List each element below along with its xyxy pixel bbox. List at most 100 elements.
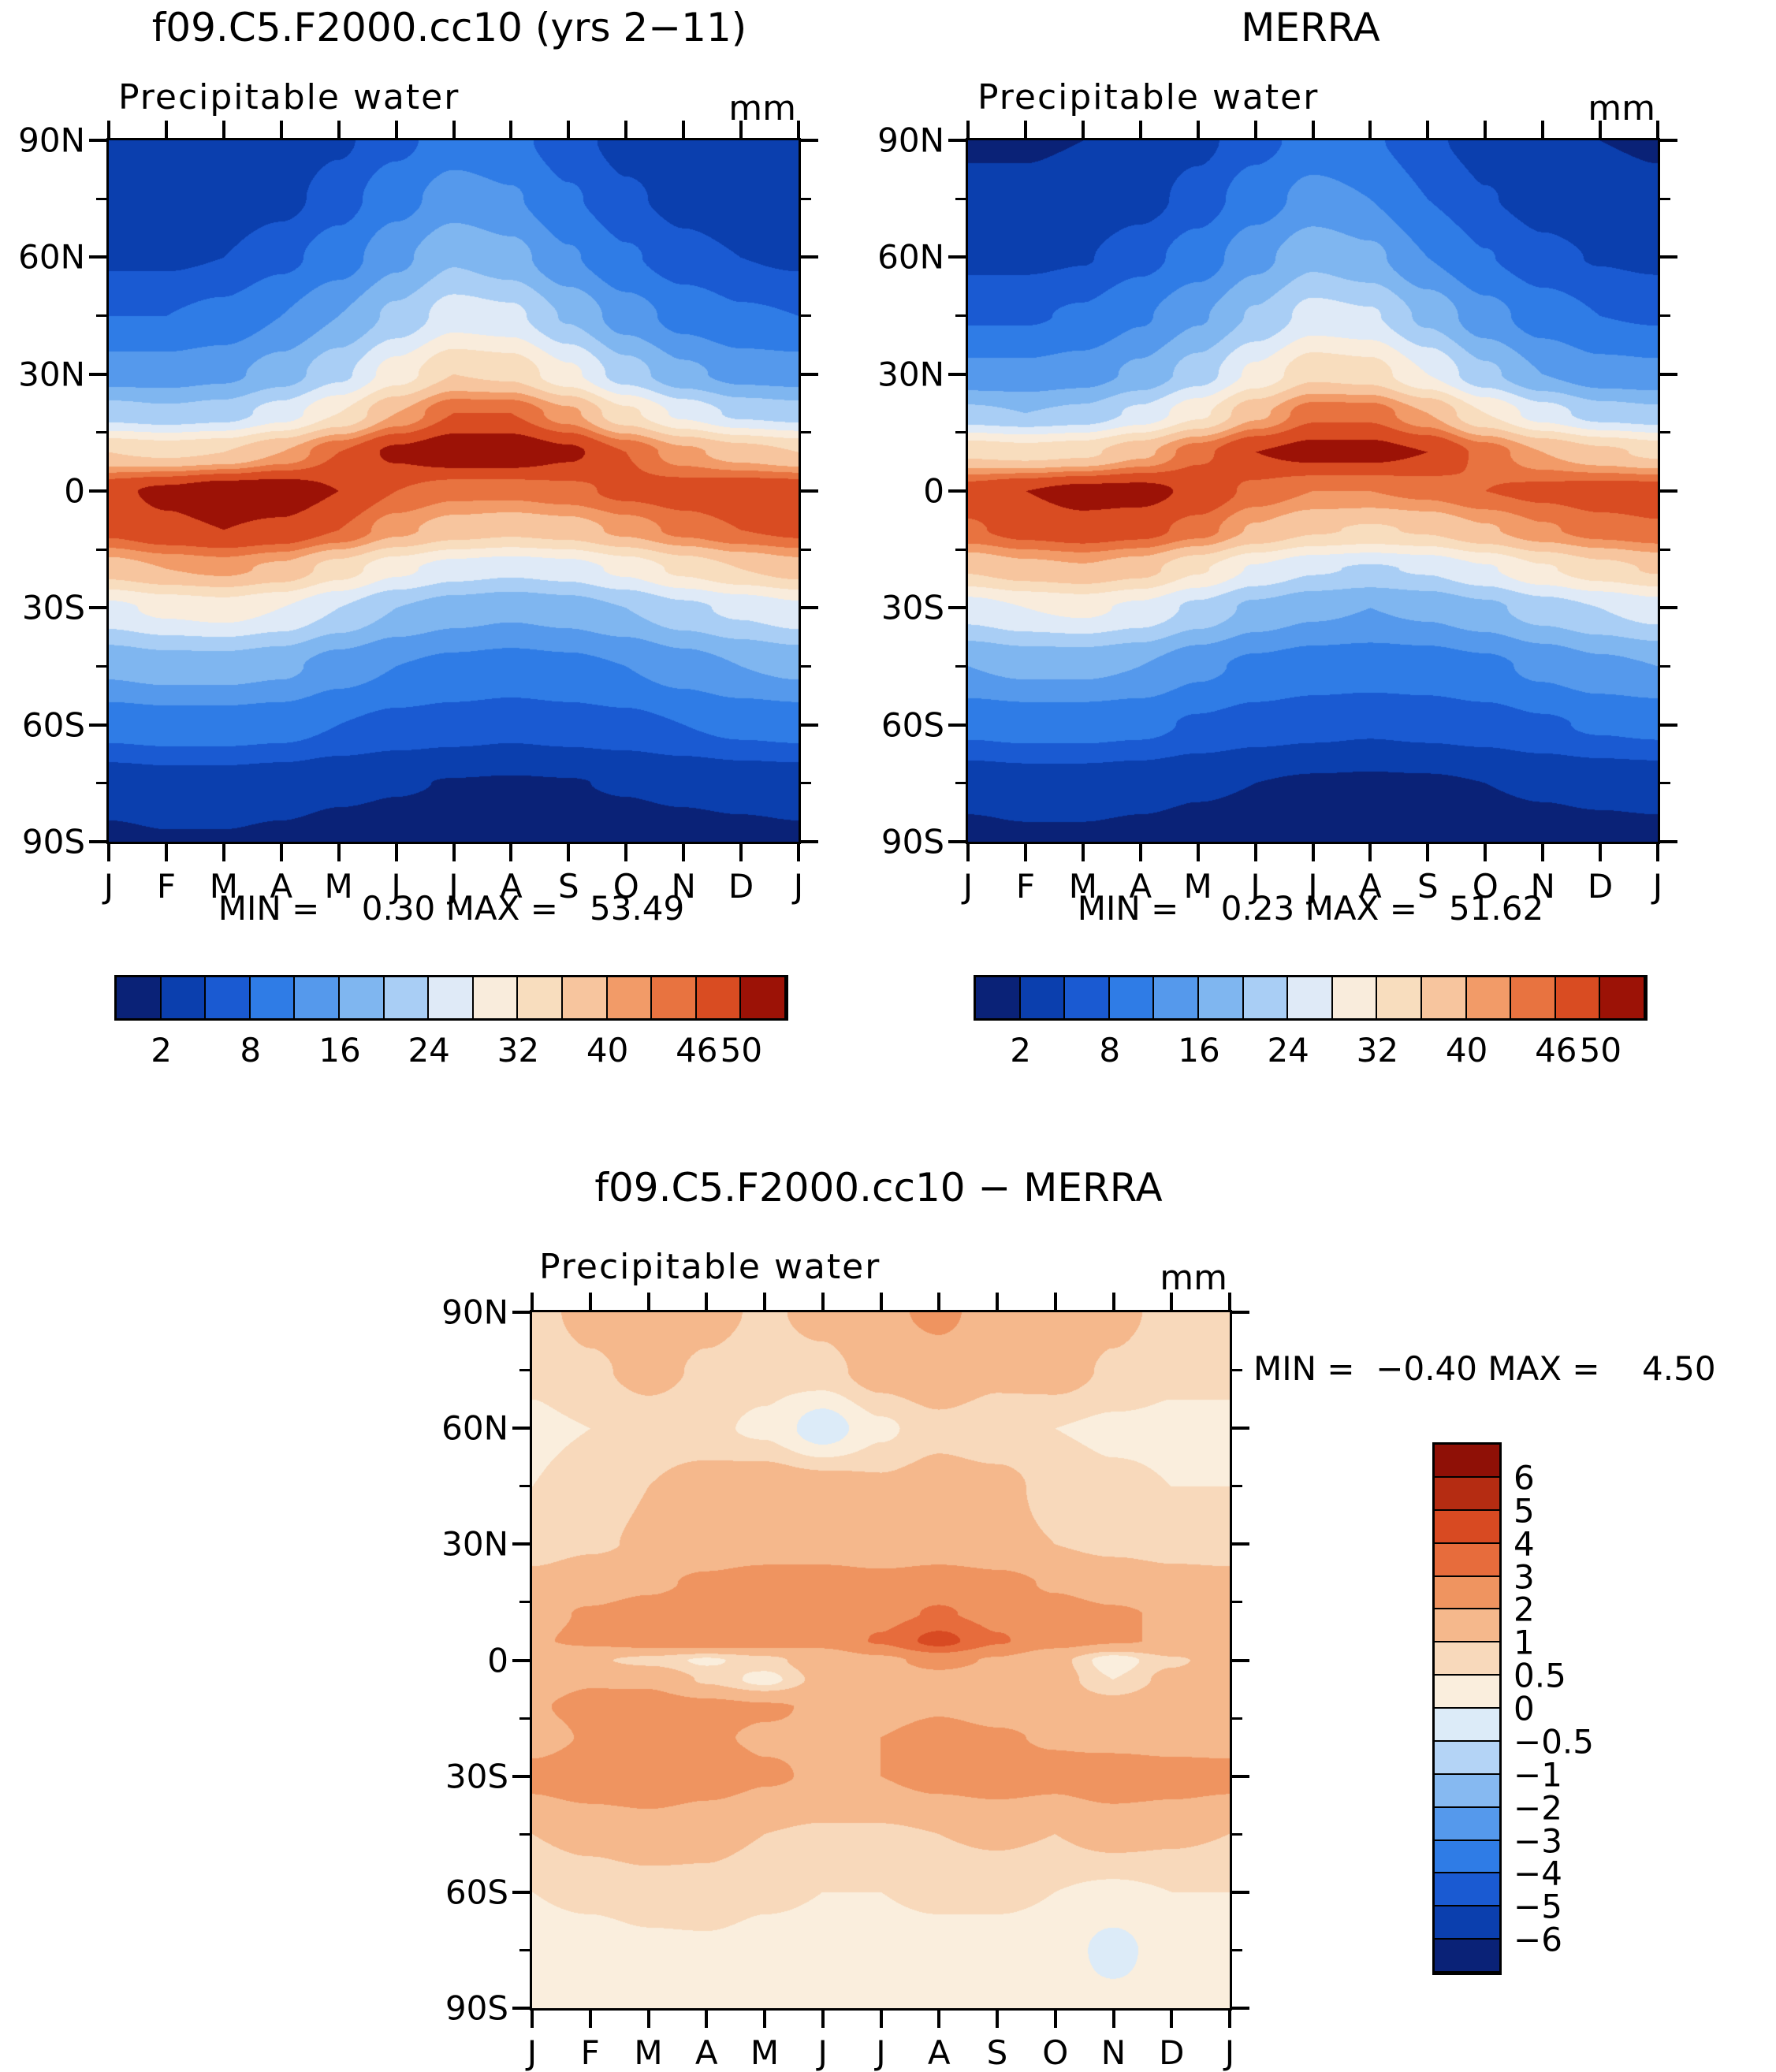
y-axis-label: 30N	[18, 355, 85, 394]
colorbar-label: 5	[1514, 1491, 1535, 1531]
colorbar-cell	[1435, 1741, 1499, 1775]
left-axis-tick	[89, 489, 106, 493]
bottom-axis-tick	[1368, 844, 1372, 861]
y-axis-label: 30S	[21, 588, 85, 627]
x-axis-label: J	[1308, 867, 1318, 906]
right-axis-tick	[1232, 1542, 1249, 1546]
top-axis-tick	[1023, 121, 1027, 138]
bottom-axis-tick	[164, 844, 168, 861]
colorbar-cell	[1435, 1940, 1499, 1973]
top-axis-tick	[1111, 1293, 1115, 1310]
colorbar-label: 4	[1514, 1524, 1535, 1564]
x-axis-label: F	[580, 2033, 600, 2072]
bottom-axis-tick	[1656, 844, 1659, 861]
bottom-axis-tick	[966, 844, 970, 861]
x-axis-label: A	[694, 2033, 718, 2072]
colorbar-label: −4	[1514, 1854, 1562, 1893]
left-axis-tick	[519, 1369, 530, 1372]
right-axis-tick	[1660, 314, 1670, 317]
left-axis-tick	[948, 139, 966, 142]
x-axis-label: F	[156, 867, 176, 906]
right-axis-tick	[1660, 665, 1670, 668]
panel-merra-title: MERRA	[1241, 5, 1380, 50]
y-axis-label: 60N	[441, 1408, 508, 1448]
left-axis-tick	[512, 1311, 530, 1314]
right-axis-tick	[1660, 606, 1677, 610]
right-axis-tick	[1660, 197, 1670, 200]
right-axis-tick	[1232, 1311, 1249, 1314]
bottom-axis-tick	[1196, 844, 1200, 861]
left-axis-tick	[519, 1832, 530, 1836]
colorbar-cell	[1435, 1709, 1499, 1742]
left-axis-tick	[512, 1774, 530, 1778]
colorbar-cell	[652, 977, 697, 1018]
x-axis-label: J	[527, 2033, 538, 2072]
right-axis-tick	[1232, 1717, 1242, 1720]
right-axis-tick	[801, 139, 818, 142]
bottom-axis-tick	[646, 2011, 650, 2028]
y-axis-label: 0	[923, 471, 944, 511]
bottom-axis-tick	[705, 2011, 709, 2028]
right-axis-tick	[801, 840, 818, 843]
bottom-axis-tick	[821, 2011, 825, 2028]
top-axis-tick	[763, 1293, 766, 1310]
colorbar-cell	[1435, 1906, 1499, 1940]
top-axis-tick	[107, 121, 110, 138]
colorbar-label: 46	[1535, 1031, 1577, 1069]
colorbar-label: 8	[1099, 1031, 1121, 1069]
colorbar-diff: 6 5 4 3 2 1 0.5 0 −0.5 −1 −2 −3 −4 −5 −6	[1432, 1442, 1594, 1975]
x-axis-label: M	[1183, 867, 1212, 906]
panel-diff-title: f09.C5.F2000.cc10 − MERRA	[594, 1165, 1163, 1211]
colorbar-label: −1	[1514, 1755, 1562, 1795]
top-axis-tick	[739, 121, 743, 138]
x-axis-label: S	[557, 867, 579, 906]
right-axis-tick	[1232, 1890, 1249, 1894]
bottom-axis-tick	[763, 2011, 766, 2028]
colorbar-cell	[473, 977, 519, 1018]
plot-model: J F M A M J J A S O N D J 90N 60N 30N 0 30S 60S 90S	[18, 121, 818, 906]
left-axis-tick	[89, 255, 106, 259]
x-axis-label: M	[1068, 867, 1097, 906]
colorbar-cell	[1435, 1642, 1499, 1676]
y-axis-label: 30S	[445, 1757, 508, 1796]
top-axis-tick	[646, 1293, 650, 1310]
x-axis-label: J	[103, 867, 114, 906]
x-axis-label: O	[1472, 867, 1499, 906]
top-axis-tick	[1484, 121, 1487, 138]
colorbar-cell	[1377, 977, 1422, 1018]
bottom-axis-tick	[682, 844, 686, 861]
left-axis-tick	[948, 372, 966, 376]
colorbar-label: 24	[408, 1031, 450, 1069]
colorbar-cell	[1065, 977, 1110, 1018]
right-axis-tick	[1660, 782, 1670, 785]
y-axis-label: 60S	[881, 705, 944, 745]
left-axis-tick	[948, 255, 966, 259]
right-axis-tick	[801, 372, 818, 376]
left-axis-tick	[519, 1717, 530, 1720]
top-axis-tick	[164, 121, 168, 138]
right-axis-tick	[1232, 1369, 1242, 1372]
colorbar-label: 24	[1267, 1031, 1309, 1069]
top-axis-tick	[821, 1293, 825, 1310]
right-axis-tick	[801, 255, 818, 259]
left-axis-tick	[948, 840, 966, 843]
x-axis-label: N	[1100, 2033, 1126, 2072]
x-axis-label: J	[793, 867, 804, 906]
colorbar-cell	[250, 977, 296, 1018]
colorbar-cell	[976, 977, 1021, 1018]
left-axis-tick	[89, 139, 106, 142]
bottom-axis-tick	[394, 844, 398, 861]
top-axis-tick	[1253, 121, 1257, 138]
top-axis-tick	[624, 121, 628, 138]
top-axis-tick	[937, 1293, 941, 1310]
top-axis-tick	[279, 121, 283, 138]
colorbar-label: 2	[1514, 1590, 1535, 1629]
colorbar-cell	[1600, 977, 1645, 1018]
top-axis-tick	[879, 1293, 883, 1310]
y-axis-label: 30N	[877, 355, 944, 394]
right-axis-tick	[1660, 840, 1677, 843]
left-axis-tick	[519, 1601, 530, 1604]
colorbar-label: 2	[1010, 1031, 1031, 1069]
colorbar-label: −0.5	[1514, 1722, 1594, 1761]
colorbar-label: 2	[151, 1031, 172, 1069]
